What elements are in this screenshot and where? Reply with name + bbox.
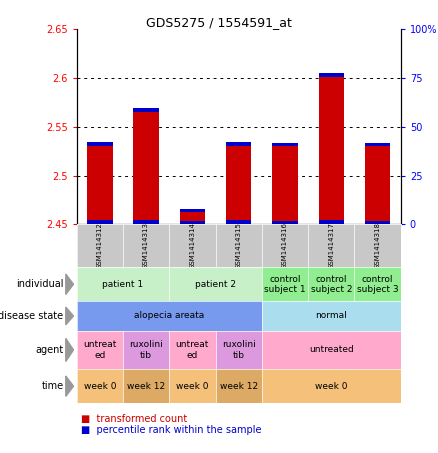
Bar	[180, 209, 205, 212]
Bar	[133, 108, 159, 112]
Polygon shape	[66, 307, 74, 325]
Text: untreat
ed: untreat ed	[83, 340, 117, 360]
Text: GSM1414315: GSM1414315	[236, 222, 242, 269]
Text: GSM1414316: GSM1414316	[282, 222, 288, 269]
Text: ruxolini
tib: ruxolini tib	[222, 340, 256, 360]
Bar	[180, 222, 205, 224]
Bar	[87, 146, 113, 224]
Text: patient 1: patient 1	[102, 280, 144, 289]
Bar	[365, 144, 390, 146]
Polygon shape	[66, 376, 74, 396]
Text: untreated: untreated	[309, 346, 354, 354]
Text: agent: agent	[35, 345, 64, 355]
Polygon shape	[66, 274, 74, 294]
Bar	[133, 112, 159, 224]
Text: GSM1414317: GSM1414317	[328, 222, 334, 269]
Bar	[365, 146, 390, 224]
Text: normal: normal	[315, 312, 347, 320]
Bar	[180, 212, 205, 224]
Text: individual: individual	[16, 279, 64, 289]
Text: untreat
ed: untreat ed	[176, 340, 209, 360]
Bar	[272, 222, 298, 224]
Text: alopecia areata: alopecia areata	[134, 312, 205, 320]
Text: GDS5275 / 1554591_at: GDS5275 / 1554591_at	[146, 16, 292, 29]
Text: week 0: week 0	[84, 382, 116, 390]
Text: week 12: week 12	[219, 382, 258, 390]
Text: control
subject 1: control subject 1	[264, 275, 306, 294]
Bar	[226, 142, 251, 146]
Text: GSM1414318: GSM1414318	[374, 222, 381, 269]
Text: ■  percentile rank within the sample: ■ percentile rank within the sample	[81, 425, 261, 435]
Bar	[272, 144, 298, 146]
Bar	[226, 220, 251, 224]
Bar	[226, 146, 251, 224]
Text: GSM1414312: GSM1414312	[97, 222, 103, 269]
Text: control
subject 3: control subject 3	[357, 275, 399, 294]
Text: week 12: week 12	[127, 382, 165, 390]
Bar	[133, 220, 159, 224]
Bar	[87, 220, 113, 224]
Text: ruxolini
tib: ruxolini tib	[129, 340, 163, 360]
Text: time: time	[41, 381, 64, 391]
Text: GSM1414313: GSM1414313	[143, 222, 149, 269]
Bar	[272, 146, 298, 224]
Bar	[318, 220, 344, 224]
Text: GSM1414314: GSM1414314	[189, 222, 195, 269]
Text: patient 2: patient 2	[195, 280, 236, 289]
Text: ■  transformed count: ■ transformed count	[81, 414, 187, 424]
Text: disease state: disease state	[0, 311, 64, 321]
Text: week 0: week 0	[176, 382, 208, 390]
Text: control
subject 2: control subject 2	[311, 275, 352, 294]
Text: week 0: week 0	[315, 382, 348, 390]
Bar	[318, 73, 344, 77]
Bar	[365, 222, 390, 224]
Bar	[318, 77, 344, 224]
Polygon shape	[66, 338, 74, 361]
Bar	[87, 142, 113, 146]
